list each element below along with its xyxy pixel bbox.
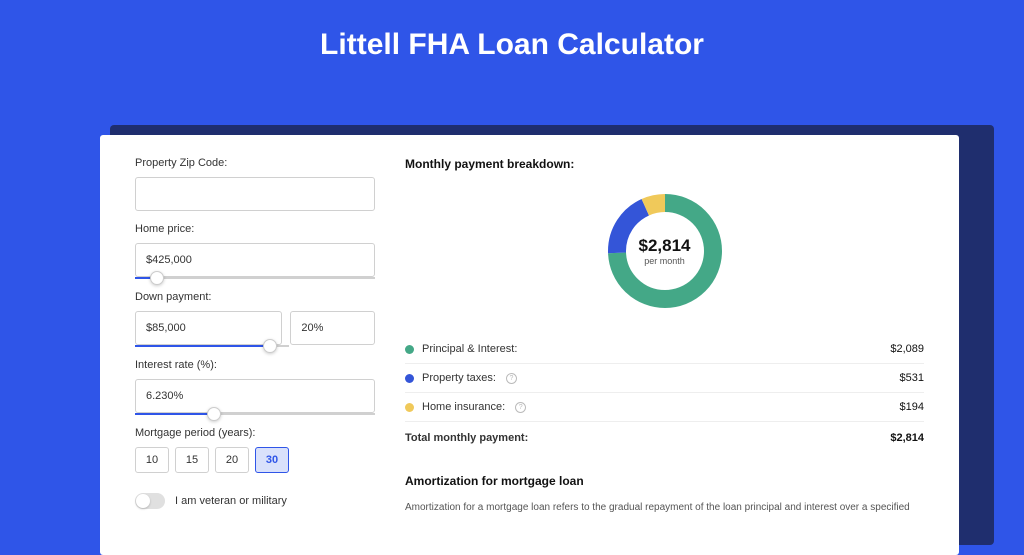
legend-dot xyxy=(405,403,414,412)
legend-row: Home insurance:? $194 xyxy=(405,393,924,422)
donut-chart: $2,814 per month xyxy=(601,187,729,315)
legend-row: Property taxes:? $531 xyxy=(405,364,924,393)
amortization-title: Amortization for mortgage loan xyxy=(405,474,924,488)
legend-row: Principal & Interest: $2,089 xyxy=(405,335,924,364)
down-payment-amount-input[interactable] xyxy=(135,311,282,345)
breakdown-title: Monthly payment breakdown: xyxy=(405,157,924,171)
down-payment-label: Down payment: xyxy=(135,291,375,303)
legend-value: $531 xyxy=(900,372,924,384)
period-btn-30[interactable]: 30 xyxy=(255,447,289,473)
down-payment-field: Down payment: xyxy=(135,291,375,347)
interest-rate-label: Interest rate (%): xyxy=(135,359,375,371)
info-icon[interactable]: ? xyxy=(515,402,526,413)
legend-label: Property taxes: xyxy=(422,372,496,384)
period-btn-15[interactable]: 15 xyxy=(175,447,209,473)
zip-label: Property Zip Code: xyxy=(135,157,375,169)
amortization-section: Amortization for mortgage loan Amortizat… xyxy=(405,474,924,515)
toggle-knob xyxy=(136,494,150,508)
total-label: Total monthly payment: xyxy=(405,432,528,444)
interest-rate-slider[interactable] xyxy=(135,413,375,415)
input-panel: Property Zip Code: Home price: Down paym… xyxy=(135,157,375,533)
breakdown-panel: Monthly payment breakdown: $2,814 per mo… xyxy=(405,157,924,533)
zip-input[interactable] xyxy=(135,177,375,211)
veteran-toggle[interactable] xyxy=(135,493,165,509)
donut-amount: $2,814 xyxy=(639,236,691,256)
down-payment-slider[interactable] xyxy=(135,345,289,347)
home-price-slider[interactable] xyxy=(135,277,375,279)
period-btn-20[interactable]: 20 xyxy=(215,447,249,473)
veteran-toggle-row: I am veteran or military xyxy=(135,493,375,509)
legend-value: $194 xyxy=(900,401,924,413)
legend-dot xyxy=(405,374,414,383)
home-price-field: Home price: xyxy=(135,223,375,279)
veteran-label: I am veteran or military xyxy=(175,495,287,507)
legend: Principal & Interest: $2,089 Property taxe… xyxy=(405,335,924,422)
interest-rate-input[interactable] xyxy=(135,379,375,413)
home-price-label: Home price: xyxy=(135,223,375,235)
total-value: $2,814 xyxy=(890,432,924,444)
interest-rate-field: Interest rate (%): xyxy=(135,359,375,415)
calculator-card: Property Zip Code: Home price: Down paym… xyxy=(100,135,959,555)
donut-chart-wrap: $2,814 per month xyxy=(405,187,924,315)
home-price-input[interactable] xyxy=(135,243,375,277)
page-title: Littell FHA Loan Calculator xyxy=(0,0,1024,84)
info-icon[interactable]: ? xyxy=(506,373,517,384)
down-payment-percent-input[interactable] xyxy=(290,311,375,345)
total-row: Total monthly payment: $2,814 xyxy=(405,422,924,452)
legend-label: Principal & Interest: xyxy=(422,343,517,355)
donut-sub: per month xyxy=(639,256,691,266)
legend-dot xyxy=(405,345,414,354)
mortgage-period-label: Mortgage period (years): xyxy=(135,427,375,439)
period-btn-10[interactable]: 10 xyxy=(135,447,169,473)
legend-value: $2,089 xyxy=(890,343,924,355)
legend-label: Home insurance: xyxy=(422,401,505,413)
mortgage-period-field: Mortgage period (years): 10152030 xyxy=(135,427,375,473)
zip-field: Property Zip Code: xyxy=(135,157,375,211)
amortization-text: Amortization for a mortgage loan refers … xyxy=(405,500,924,515)
